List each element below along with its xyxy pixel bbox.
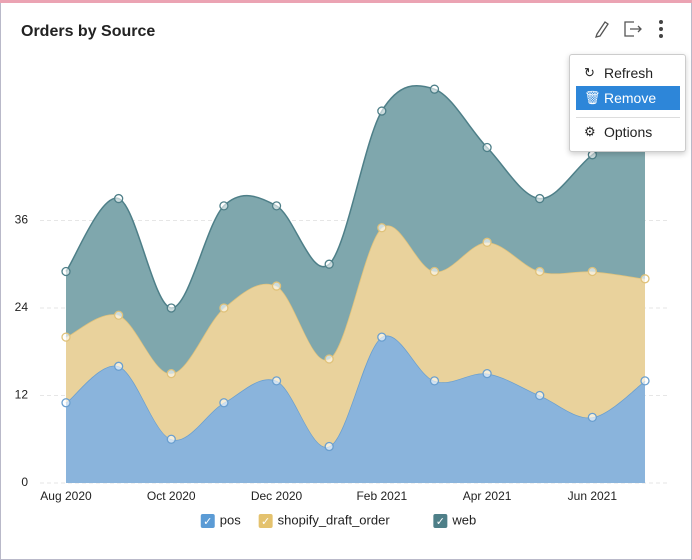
menu-item[interactable]: ↻ Refresh (576, 61, 680, 85)
chart-title: Orders by Source (21, 23, 155, 40)
area (66, 335, 645, 483)
x-tick-label: Dec 2020 (251, 489, 303, 503)
data-point (482, 368, 492, 379)
menu-icon: 🗑 (584, 90, 601, 105)
data-point (429, 84, 440, 94)
data-point (587, 266, 598, 277)
area (66, 225, 645, 448)
accent-bar (0, 0, 692, 3)
data-point (61, 266, 71, 277)
menu-item[interactable]: ⚙ Options (576, 120, 680, 144)
data-point (271, 281, 282, 291)
data-point (219, 398, 229, 408)
legend-swatch (433, 514, 448, 528)
legend-check: ✓ (203, 516, 212, 528)
data-point (324, 441, 334, 452)
legend-check: ✓ (436, 516, 445, 528)
more-icon[interactable] (659, 20, 663, 38)
area (66, 85, 645, 374)
data-point (640, 376, 650, 386)
data-point (535, 266, 545, 277)
menu-label: Remove (604, 90, 657, 106)
data-point (429, 266, 440, 277)
x-tick-label: Oct 2020 (147, 489, 196, 503)
export-icon[interactable] (624, 21, 642, 37)
x-tick-label: Apr 2021 (463, 489, 512, 503)
legend-label: pos (220, 512, 241, 527)
data-point (219, 303, 229, 313)
y-tick-label: 24 (15, 300, 29, 314)
data-point (271, 376, 282, 386)
data-point (535, 390, 545, 401)
menu-item[interactable]: 🗑 Remove (576, 86, 680, 110)
data-point (587, 150, 598, 160)
data-point (429, 376, 440, 386)
menu-label: Refresh (604, 65, 654, 81)
data-point (482, 237, 492, 247)
data-point (377, 106, 387, 116)
legend-swatch (200, 514, 215, 528)
y-tick-label: 0 (21, 475, 28, 489)
edit-icon[interactable] (595, 21, 609, 38)
data-point (482, 142, 492, 153)
menu-icon: ↻ (584, 65, 595, 80)
menu-icon: ⚙ (584, 124, 596, 139)
data-point (166, 368, 176, 379)
legend-label: web (451, 512, 476, 527)
y-tick-label: 12 (15, 388, 29, 402)
legend-swatch (258, 514, 273, 528)
data-point (377, 223, 387, 233)
y-tick-label: 36 (15, 213, 29, 227)
data-point (113, 193, 124, 204)
data-point (324, 354, 334, 364)
data-point (113, 310, 124, 320)
legend: ✓ pos ✓ shopify_draft_order ✓ web (200, 512, 476, 528)
x-tick-label: Aug 2020 (40, 489, 92, 503)
menu-separator (576, 117, 680, 118)
x-tick-label: Jun 2021 (568, 489, 618, 503)
data-point (61, 332, 71, 342)
legend-label: shopify_draft_order (278, 512, 391, 527)
data-point (219, 201, 229, 211)
context-menu: ↻ Refresh 🗑 Remove ⚙ Options (569, 54, 686, 152)
data-point (271, 201, 282, 211)
data-point (166, 303, 176, 313)
menu-label: Options (604, 124, 653, 140)
data-point (377, 332, 387, 342)
data-point (324, 259, 334, 269)
data-point (113, 361, 124, 371)
data-point (166, 434, 176, 444)
x-tick-label: Feb 2021 (356, 489, 407, 503)
data-point (640, 274, 650, 284)
legend-check: ✓ (261, 516, 270, 528)
data-point (587, 412, 598, 423)
data-point (535, 193, 545, 204)
data-point (61, 398, 71, 408)
